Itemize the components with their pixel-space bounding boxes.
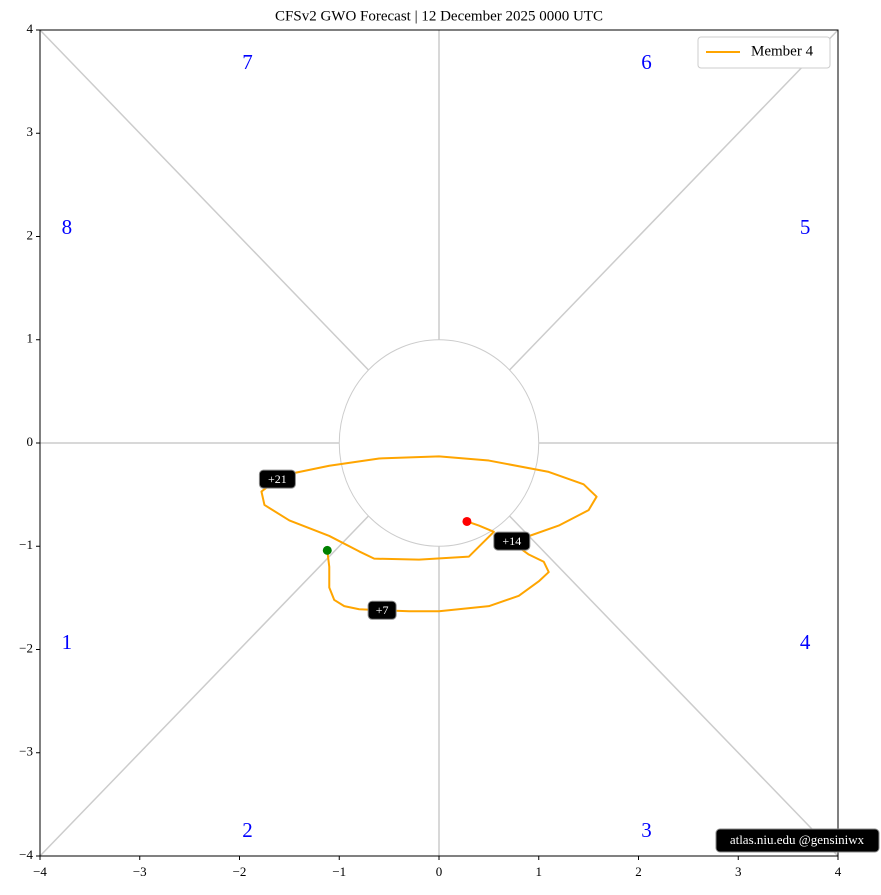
- annotation-text: +14: [502, 534, 521, 548]
- y-tick-label: 2: [27, 227, 34, 242]
- reference-line: [508, 29, 839, 371]
- annotation-text: +21: [268, 472, 287, 486]
- phase-label: 1: [62, 630, 73, 654]
- x-tick-label: 0: [436, 864, 443, 879]
- end-point: [462, 516, 472, 526]
- annotation-box: [493, 531, 531, 551]
- unit-circle: [338, 339, 540, 547]
- phase-label: 4: [800, 630, 811, 654]
- reference-line: [39, 515, 370, 857]
- y-tick-label: −1: [19, 537, 33, 552]
- x-tick-label: 1: [536, 864, 543, 879]
- trajectory: [260, 455, 598, 613]
- x-tick-label: −4: [33, 864, 47, 879]
- annotation-text: +7: [376, 603, 389, 617]
- watermark-box: [715, 828, 880, 853]
- legend-label: Member 4: [751, 43, 814, 59]
- reference-line: [39, 29, 370, 371]
- phase-label: 6: [641, 50, 652, 74]
- y-tick-label: −4: [19, 847, 33, 862]
- phase-label: 2: [242, 818, 253, 842]
- y-tick-label: 4: [27, 21, 34, 36]
- x-tick-label: −2: [233, 864, 247, 879]
- reference-line: [508, 515, 839, 857]
- y-tick-label: 3: [27, 124, 34, 139]
- x-tick-label: 3: [735, 864, 742, 879]
- y-tick-label: −3: [19, 744, 33, 759]
- watermark: atlas.niu.edu @gensiniwx: [730, 832, 865, 847]
- legend-box: [697, 36, 831, 69]
- phase-label: 7: [242, 50, 253, 74]
- y-tick-label: 0: [27, 434, 34, 449]
- legend: Member 4: [697, 36, 831, 69]
- y-tick-label: 1: [27, 331, 34, 346]
- annotation-box: [367, 600, 397, 620]
- x-tick-label: 2: [635, 864, 642, 879]
- x-tick-label: −1: [332, 864, 346, 879]
- phase-label: 8: [62, 215, 73, 239]
- annotation-box: [258, 469, 296, 489]
- y-tick-label: −2: [19, 640, 33, 655]
- x-tick-label: −3: [133, 864, 147, 879]
- x-tick-label: 4: [835, 864, 842, 879]
- chart-title: CFSv2 GWO Forecast | 12 December 2025 00…: [275, 8, 603, 24]
- phase-label: 5: [800, 215, 811, 239]
- start-point: [322, 545, 332, 555]
- phase-label: 3: [641, 818, 652, 842]
